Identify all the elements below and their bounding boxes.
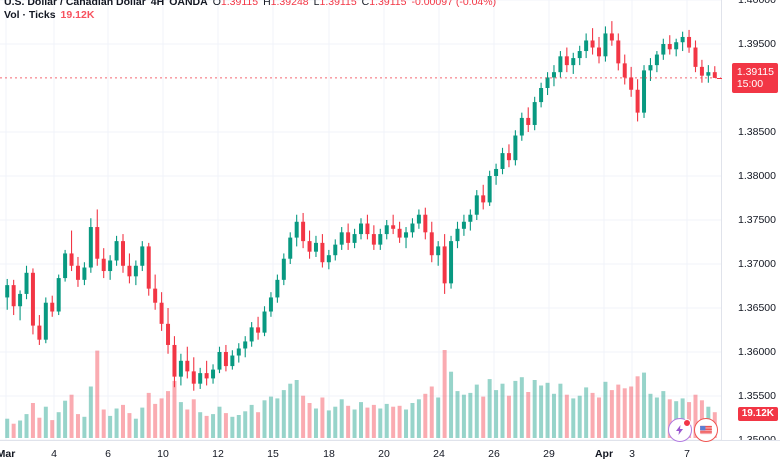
current-price-time: 15:00 <box>736 77 764 90</box>
price-tick: 1.40000 <box>738 0 776 6</box>
time-tick: 18 <box>323 448 335 460</box>
time-axis[interactable]: Mar 4 6 10 12 15 18 20 24 26 29 Apr 3 7 <box>0 440 780 471</box>
lightning-bolt-icon <box>676 425 683 435</box>
price-tick: 1.36500 <box>738 302 776 314</box>
price-axis[interactable]: 1.40000 1.39500 1.38500 1.38000 1.37500 1.370… <box>721 0 780 446</box>
time-tick: 3 <box>629 448 635 460</box>
price-tick: 1.38000 <box>738 170 776 182</box>
time-tick: Apr <box>594 448 614 460</box>
time-tick: 29 <box>543 448 555 460</box>
time-tick: 12 <box>212 448 224 460</box>
time-tick: 15 <box>267 448 279 460</box>
time-tick: 4 <box>51 448 57 460</box>
time-tick: 6 <box>105 448 111 460</box>
time-tick: 7 <box>684 448 690 460</box>
time-tick: 24 <box>433 448 445 460</box>
alerts-badge[interactable] <box>668 418 692 442</box>
session-badge[interactable] <box>694 418 718 442</box>
alert-dot-icon <box>683 419 691 427</box>
price-tick: 1.38500 <box>738 126 776 138</box>
chart-plot-area[interactable] <box>0 0 722 440</box>
time-tick: Mar <box>0 448 16 460</box>
price-tick: 1.39500 <box>738 38 776 50</box>
price-tag-tick <box>717 77 722 79</box>
price-tick: 1.37000 <box>738 258 776 270</box>
price-tick: 1.37500 <box>738 214 776 226</box>
volume-value-tag[interactable]: 19.12K <box>737 407 778 421</box>
chart-badges <box>668 418 718 442</box>
us-flag-icon <box>700 425 712 435</box>
candlestick-canvas[interactable] <box>0 0 722 440</box>
price-tick: 1.36000 <box>738 346 776 358</box>
time-tick: 26 <box>488 448 500 460</box>
time-tick: 20 <box>378 448 390 460</box>
current-price-tag[interactable]: 1.39115 15:00 <box>731 62 778 93</box>
time-tick: 10 <box>157 448 169 460</box>
price-tick: 1.35500 <box>738 390 776 402</box>
current-price-value: 1.39115 <box>736 65 774 78</box>
